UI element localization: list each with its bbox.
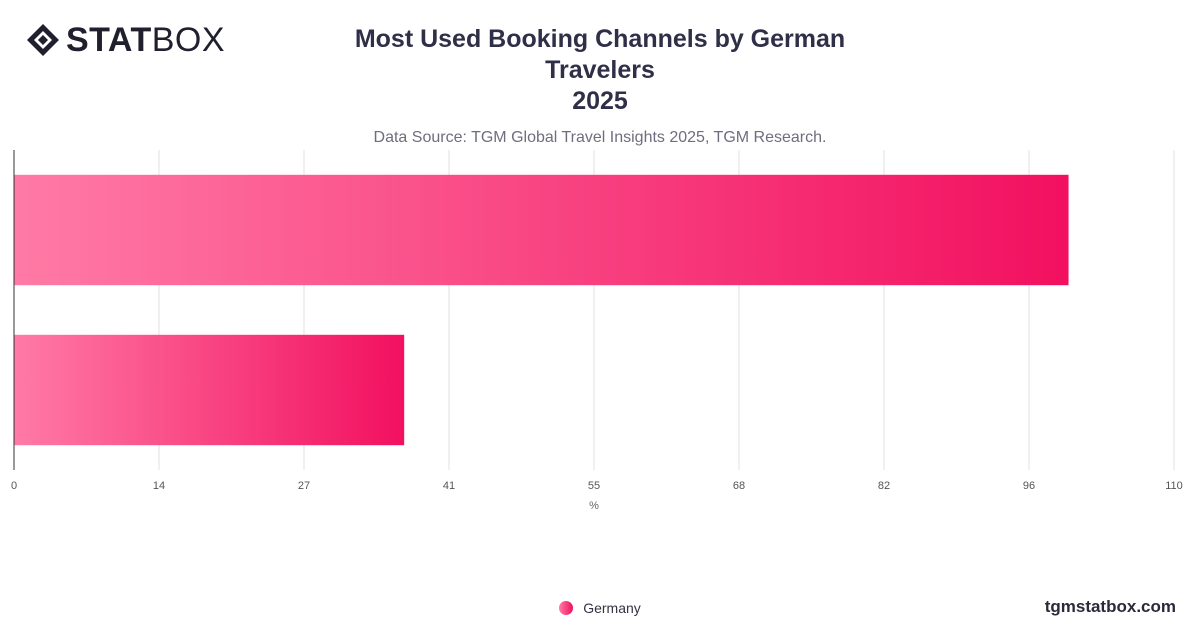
legend: Germany [0,600,1200,616]
diamond-logo-icon [27,24,59,56]
x-tick-label: 55 [588,480,600,492]
chart-title-line-1: Most Used Booking Channels by German Tra… [354,25,846,84]
x-tick-label: 0 [11,480,17,492]
chart-header: Most Used Booking Channels by German Tra… [300,24,900,147]
x-tick-label: 68 [733,480,745,492]
x-tick-label: 96 [1023,480,1035,492]
x-tick-label: 14 [153,480,165,492]
bar-2[interactable] [14,334,405,446]
x-tick-label: 82 [878,480,890,492]
legend-marker-germany [559,601,574,615]
x-tick-label: 27 [298,480,310,492]
logo-light-text: BOX [151,21,226,59]
bars [14,174,1069,446]
chart-title-line-2: 2025 [572,87,628,115]
logo-wordmark: STATBOX [66,22,225,58]
legend-label-germany: Germany [583,600,641,616]
logo-bold-text: STAT [66,21,152,59]
source-url[interactable]: tgmstatbox.com [1044,597,1176,616]
x-tick-label: 41 [443,480,455,492]
statbox-logo: STATBOX [26,22,225,58]
x-tick-label: 110 [1165,480,1183,492]
chart-subtitle: Data Source: TGM Global Travel Insights … [373,129,827,146]
bar-1[interactable] [14,174,1069,286]
axes: 0 14 27 41 55 68 82 96 110 [11,150,1183,492]
x-axis-title: % [589,500,599,512]
chart-title: Most Used Booking Channels by German Tra… [300,24,900,117]
